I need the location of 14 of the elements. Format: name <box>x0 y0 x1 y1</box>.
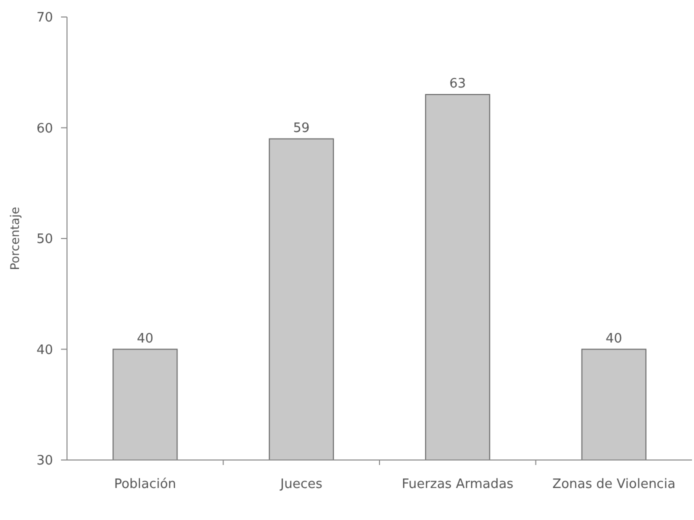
data-label: 63 <box>449 76 466 92</box>
data-label: 40 <box>136 331 154 346</box>
x-tick-label: Población <box>114 477 176 492</box>
y-tick-label: 30 <box>36 454 53 469</box>
x-tick-label: Jueces <box>279 477 323 492</box>
y-tick-label: 60 <box>36 121 53 136</box>
data-label: 59 <box>293 120 310 136</box>
y-tick-label: 50 <box>36 232 53 248</box>
x-tick-label: Zonas de Violencia <box>552 477 676 492</box>
y-tick-label: 40 <box>36 342 53 358</box>
y-axis-title: Porcentaje <box>8 206 22 270</box>
x-tick-label: Fuerzas Armadas <box>402 477 514 492</box>
data-label: 40 <box>606 331 622 346</box>
y-tick-label: 70 <box>36 10 53 26</box>
